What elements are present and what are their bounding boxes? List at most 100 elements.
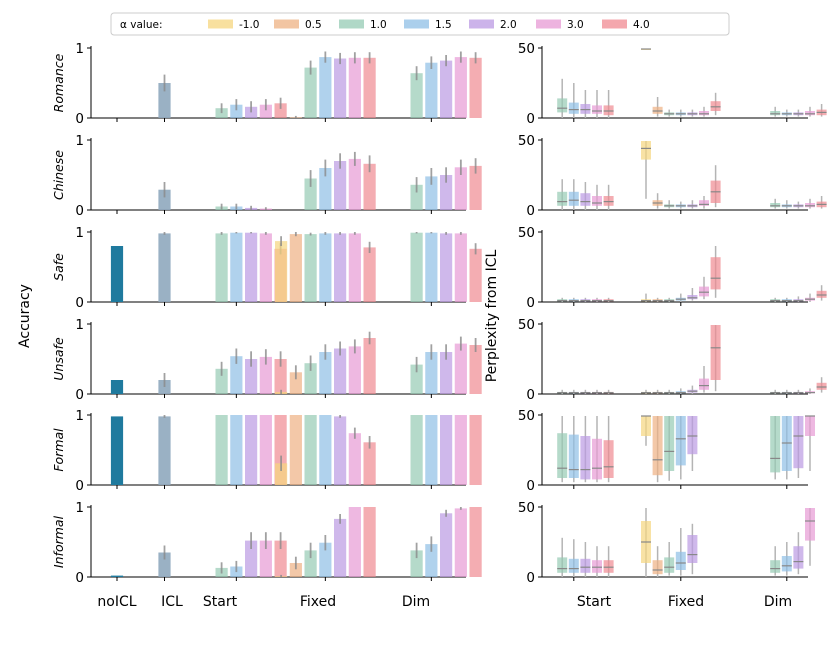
box-fixed-alpha-3.0 [699,111,709,116]
y-tick-label: 50 [518,408,535,424]
y-tick-label: 1 [75,317,84,333]
bar-fixed-alpha-4.0 [363,247,376,302]
bar-dim-alpha-1.5 [425,62,438,118]
bar-dim-alpha-4.0 [469,415,482,485]
box-start-alpha-1.0 [557,433,568,478]
legend-title: α value: [120,19,162,31]
bar-start-alpha-3.0 [259,540,272,577]
y-tick-label: 50 [518,41,535,57]
bar-fixed-alpha-2.0 [334,518,347,577]
box-fixed-alpha--1.0 [641,416,651,436]
box-start-alpha-1.5 [568,434,579,478]
bar-start-alpha-3.0 [259,415,272,485]
bar-fixed-alpha-1.0 [304,67,317,118]
y-tick-label: 0 [526,570,535,586]
bar-start-alpha-2.0 [245,232,258,302]
box-dim-alpha-1.5 [781,556,792,572]
box-fixed-alpha-1.0 [664,557,675,573]
box-start-alpha-1.0 [557,98,568,113]
box-dim-alpha-1.0 [770,560,781,573]
bar-dim-alpha-3.0 [454,167,467,210]
bar-fixed-alpha-2.0 [334,348,347,394]
bar-dim-alpha-3.0 [454,343,467,394]
bar-dim-alpha-3.0 [454,57,467,118]
bar-dim-alpha-1.0 [410,550,423,577]
box-start-alpha-2.0 [580,436,591,480]
x-category-label: Fixed [300,594,336,610]
y-tick-label: 0 [526,111,535,127]
x-category-label: Dim [764,594,792,610]
bar-start-alpha-2.0 [245,540,258,577]
bar-start-alpha-1.5 [230,104,243,118]
bar-dim-alpha-2.0 [440,233,453,302]
box-start-alpha-3.0 [592,105,602,114]
bar-dim-alpha-1.5 [425,415,438,485]
box-dim-alpha-3.0 [805,508,815,541]
bar-fixed-alpha-3.0 [348,57,361,118]
legend-swatch-4.0 [602,19,627,29]
bar-fixed-alpha-4.0 [363,338,376,394]
box-start-alpha-1.5 [568,102,579,114]
box-fixed-alpha-0.5 [652,106,663,114]
box-fixed-alpha-0.5 [652,416,663,476]
bar-dim-alpha-3.0 [454,415,467,485]
y-tick-label: 1 [75,133,84,149]
box-fixed-alpha-4.0 [710,101,721,111]
box-fixed-alpha-2.0 [687,535,698,563]
bar-fixed-alpha-2.0 [334,161,347,210]
legend-swatch-3.0 [536,19,561,29]
bar-start-alpha-3.0 [259,356,272,394]
bar-panel-chinese: 0 1 Chinese [51,133,482,219]
bar-icl [158,552,171,577]
box-panel-safe: 0 50 [518,225,827,311]
bar-start-alpha-4.0 [274,103,287,118]
bar-dim-alpha-1.0 [410,73,423,118]
box-dim-alpha-2.0 [793,546,804,569]
bar-panel-formal: 0 1 Formal [51,408,482,494]
bar-fixed-alpha-0.5 [289,372,302,394]
y-tick-label: 0 [75,203,84,219]
box-dim-alpha-1.0 [770,111,781,116]
y-tick-label: 1 [75,41,84,57]
bar-fixed-alpha-1.5 [319,542,332,577]
y-tick-label: 1 [75,500,84,516]
y-tick-label: 1 [75,225,84,241]
y-tick-label: 50 [518,133,535,149]
bar-dim-alpha-1.5 [425,352,438,394]
x-category-label: noICL [97,594,136,610]
box-fixed-alpha-1.5 [675,551,686,570]
box-fixed-alpha-1.5 [675,416,686,466]
box-start-alpha-1.0 [557,191,568,206]
bar-start-alpha-4.0 [274,359,287,394]
y-tick-label: 1 [75,408,84,424]
bar-icl [158,83,171,118]
bar-noicl [110,416,124,485]
bar-fixed-alpha-1.0 [304,234,317,302]
bar-dim-alpha-1.5 [425,544,438,577]
y-tick-label: 0 [526,478,535,494]
y-tick-label: 0 [75,570,84,586]
box-start-alpha-4.0 [603,560,614,573]
bar-start-alpha-3.0 [259,104,272,118]
legend-label: 2.0 [500,19,517,31]
bar-dim-alpha-4.0 [469,345,482,394]
bar-dim-alpha-1.0 [410,232,423,302]
bar-fixed-alpha-1.5 [319,352,332,394]
box-start-alpha-3.0 [592,560,602,573]
legend-label: 1.5 [435,19,452,31]
bar-dim-alpha-4.0 [469,507,482,577]
box-panel-informal: 0 50 [518,500,815,586]
bar-noicl [110,246,124,302]
box-dim-alpha-2.0 [793,416,804,469]
bar-fixed-alpha-3.0 [348,433,361,485]
y-tick-label: 0 [526,387,535,403]
legend-swatch-2.0 [469,19,494,29]
bar-fixed-alpha-0.5 [289,415,302,485]
box-dim-alpha-4.0 [816,382,827,390]
box-start-alpha-2.0 [580,104,591,114]
y-tick-label: 0 [75,387,84,403]
bar-fixed-alpha-1.0 [304,415,317,485]
bar-dim-alpha-1.0 [410,184,423,210]
bar-start-alpha-1.0 [215,233,228,302]
